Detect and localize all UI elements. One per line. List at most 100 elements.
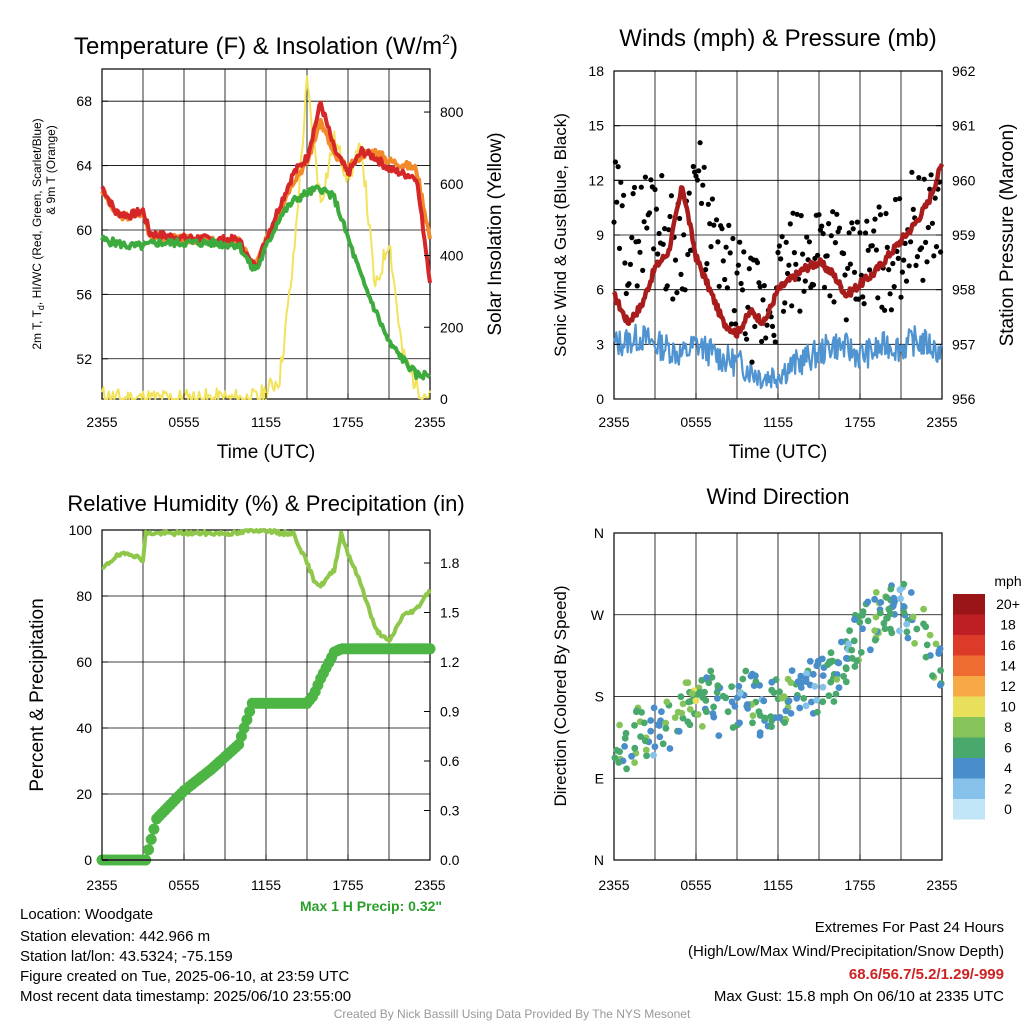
gust-point xyxy=(723,244,729,250)
y2-tick-label: 1.8 xyxy=(440,555,460,571)
y2-tick-label: 959 xyxy=(952,227,976,243)
gust-point xyxy=(842,272,848,278)
precip-point xyxy=(145,833,157,845)
y-tick-label: 12 xyxy=(588,172,604,188)
direction-point xyxy=(904,634,912,642)
direction-point xyxy=(857,649,865,656)
direction-point xyxy=(755,708,763,715)
direction-point xyxy=(728,683,735,690)
gust-point xyxy=(724,285,731,291)
direction-point xyxy=(787,679,795,686)
gust-point xyxy=(735,262,742,268)
gust-point xyxy=(933,244,940,250)
direction-point xyxy=(851,663,859,670)
extremes-values: 68.6/56.7/5.2/1.29/-999 xyxy=(848,966,1004,983)
y2-tick-label: 958 xyxy=(952,282,976,298)
direction-point xyxy=(637,733,644,740)
direction-point xyxy=(819,698,827,706)
latlon-text: Station lat/lon: 43.5324; -75.159 xyxy=(20,948,233,965)
direction-point xyxy=(616,721,623,729)
gust-point xyxy=(901,257,907,263)
direction-point xyxy=(770,689,778,696)
colorbar-label: 2 xyxy=(1004,781,1012,797)
direction-point xyxy=(611,754,619,762)
precip-point xyxy=(241,714,253,726)
direction-point xyxy=(796,704,804,712)
gust-point xyxy=(622,260,628,266)
y2-tick-label: 961 xyxy=(952,118,976,134)
recent-text: Most recent data timestamp: 2025/06/10 2… xyxy=(20,988,352,1005)
y2-tick-label: 1.5 xyxy=(440,605,460,621)
gust-point xyxy=(636,238,642,244)
direction-point xyxy=(768,678,776,686)
humidity-x-ticks: 2355 0555 1155 1755 2355 xyxy=(86,854,446,893)
gust-point xyxy=(652,186,658,193)
direction-x-ticks: 2355 0555 1155 1755 2355 xyxy=(598,854,958,893)
direction-point xyxy=(701,688,708,696)
direction-point xyxy=(881,625,889,633)
direction-point xyxy=(752,678,760,685)
gust-point xyxy=(634,283,640,289)
gust-point xyxy=(648,177,654,183)
direction-point xyxy=(848,654,856,662)
direction-point xyxy=(897,595,904,603)
gust-point xyxy=(696,168,702,174)
direction-panel: Wind Direction 2355 0555 1155 1755 2355 N E S W… xyxy=(551,484,1022,893)
colorbar-label: 0 xyxy=(1004,801,1012,817)
direction-point xyxy=(827,678,835,686)
credit-text: Created By Nick Bassill Using Data Provi… xyxy=(333,1007,691,1021)
direction-point xyxy=(890,599,898,607)
direction-point xyxy=(714,695,721,702)
gust-point xyxy=(864,218,870,224)
colorbar-label: 20+ xyxy=(996,596,1020,612)
direction-point xyxy=(876,609,884,617)
direction-point xyxy=(663,698,671,706)
gust-point xyxy=(771,332,777,338)
gust-point xyxy=(763,335,769,341)
direction-point xyxy=(803,670,810,677)
gust-point xyxy=(780,308,787,314)
gust-point xyxy=(867,267,873,273)
x-tick-label: 1155 xyxy=(251,877,281,893)
direction-point xyxy=(651,743,659,751)
gust-point xyxy=(756,280,762,286)
gust-point xyxy=(757,284,763,290)
gust-point xyxy=(715,239,721,245)
gust-point xyxy=(754,260,761,266)
gust-point xyxy=(638,184,644,190)
direction-point xyxy=(923,641,931,649)
gust-point xyxy=(783,239,789,245)
direction-point xyxy=(814,657,822,665)
x-tick-label: 2355 xyxy=(86,414,117,430)
pressure-line xyxy=(612,163,945,339)
y2-tick-label: 0.0 xyxy=(440,852,460,868)
direction-point xyxy=(907,589,915,596)
direction-point xyxy=(631,759,638,766)
direction-point xyxy=(845,640,853,648)
direction-point xyxy=(903,628,911,636)
direction-point xyxy=(677,693,685,701)
x-tick-label: 0555 xyxy=(680,414,711,430)
precip-point xyxy=(143,844,154,856)
direction-point xyxy=(929,672,936,680)
winds-panel: Winds (mph) & Pressure (mb) 2355 0555 1155… xyxy=(551,25,1018,463)
gust-point xyxy=(832,240,839,246)
gust-point xyxy=(705,201,711,207)
gust-point xyxy=(895,255,901,261)
gust-point xyxy=(618,179,624,185)
y2-tick-label: 0 xyxy=(440,391,448,407)
x-tick-label: 2355 xyxy=(926,877,957,893)
humidity-grid xyxy=(102,529,430,860)
gust-point xyxy=(745,304,751,310)
winds-series xyxy=(611,140,945,390)
gust-point xyxy=(857,230,863,236)
gust-point xyxy=(621,192,627,198)
gust-point xyxy=(843,317,849,323)
direction-point xyxy=(735,682,743,690)
direction-point xyxy=(900,580,908,588)
gust-point xyxy=(851,269,858,275)
direction-point xyxy=(638,709,645,716)
colorbar-label: 18 xyxy=(1000,617,1016,633)
gust-point xyxy=(908,239,914,245)
